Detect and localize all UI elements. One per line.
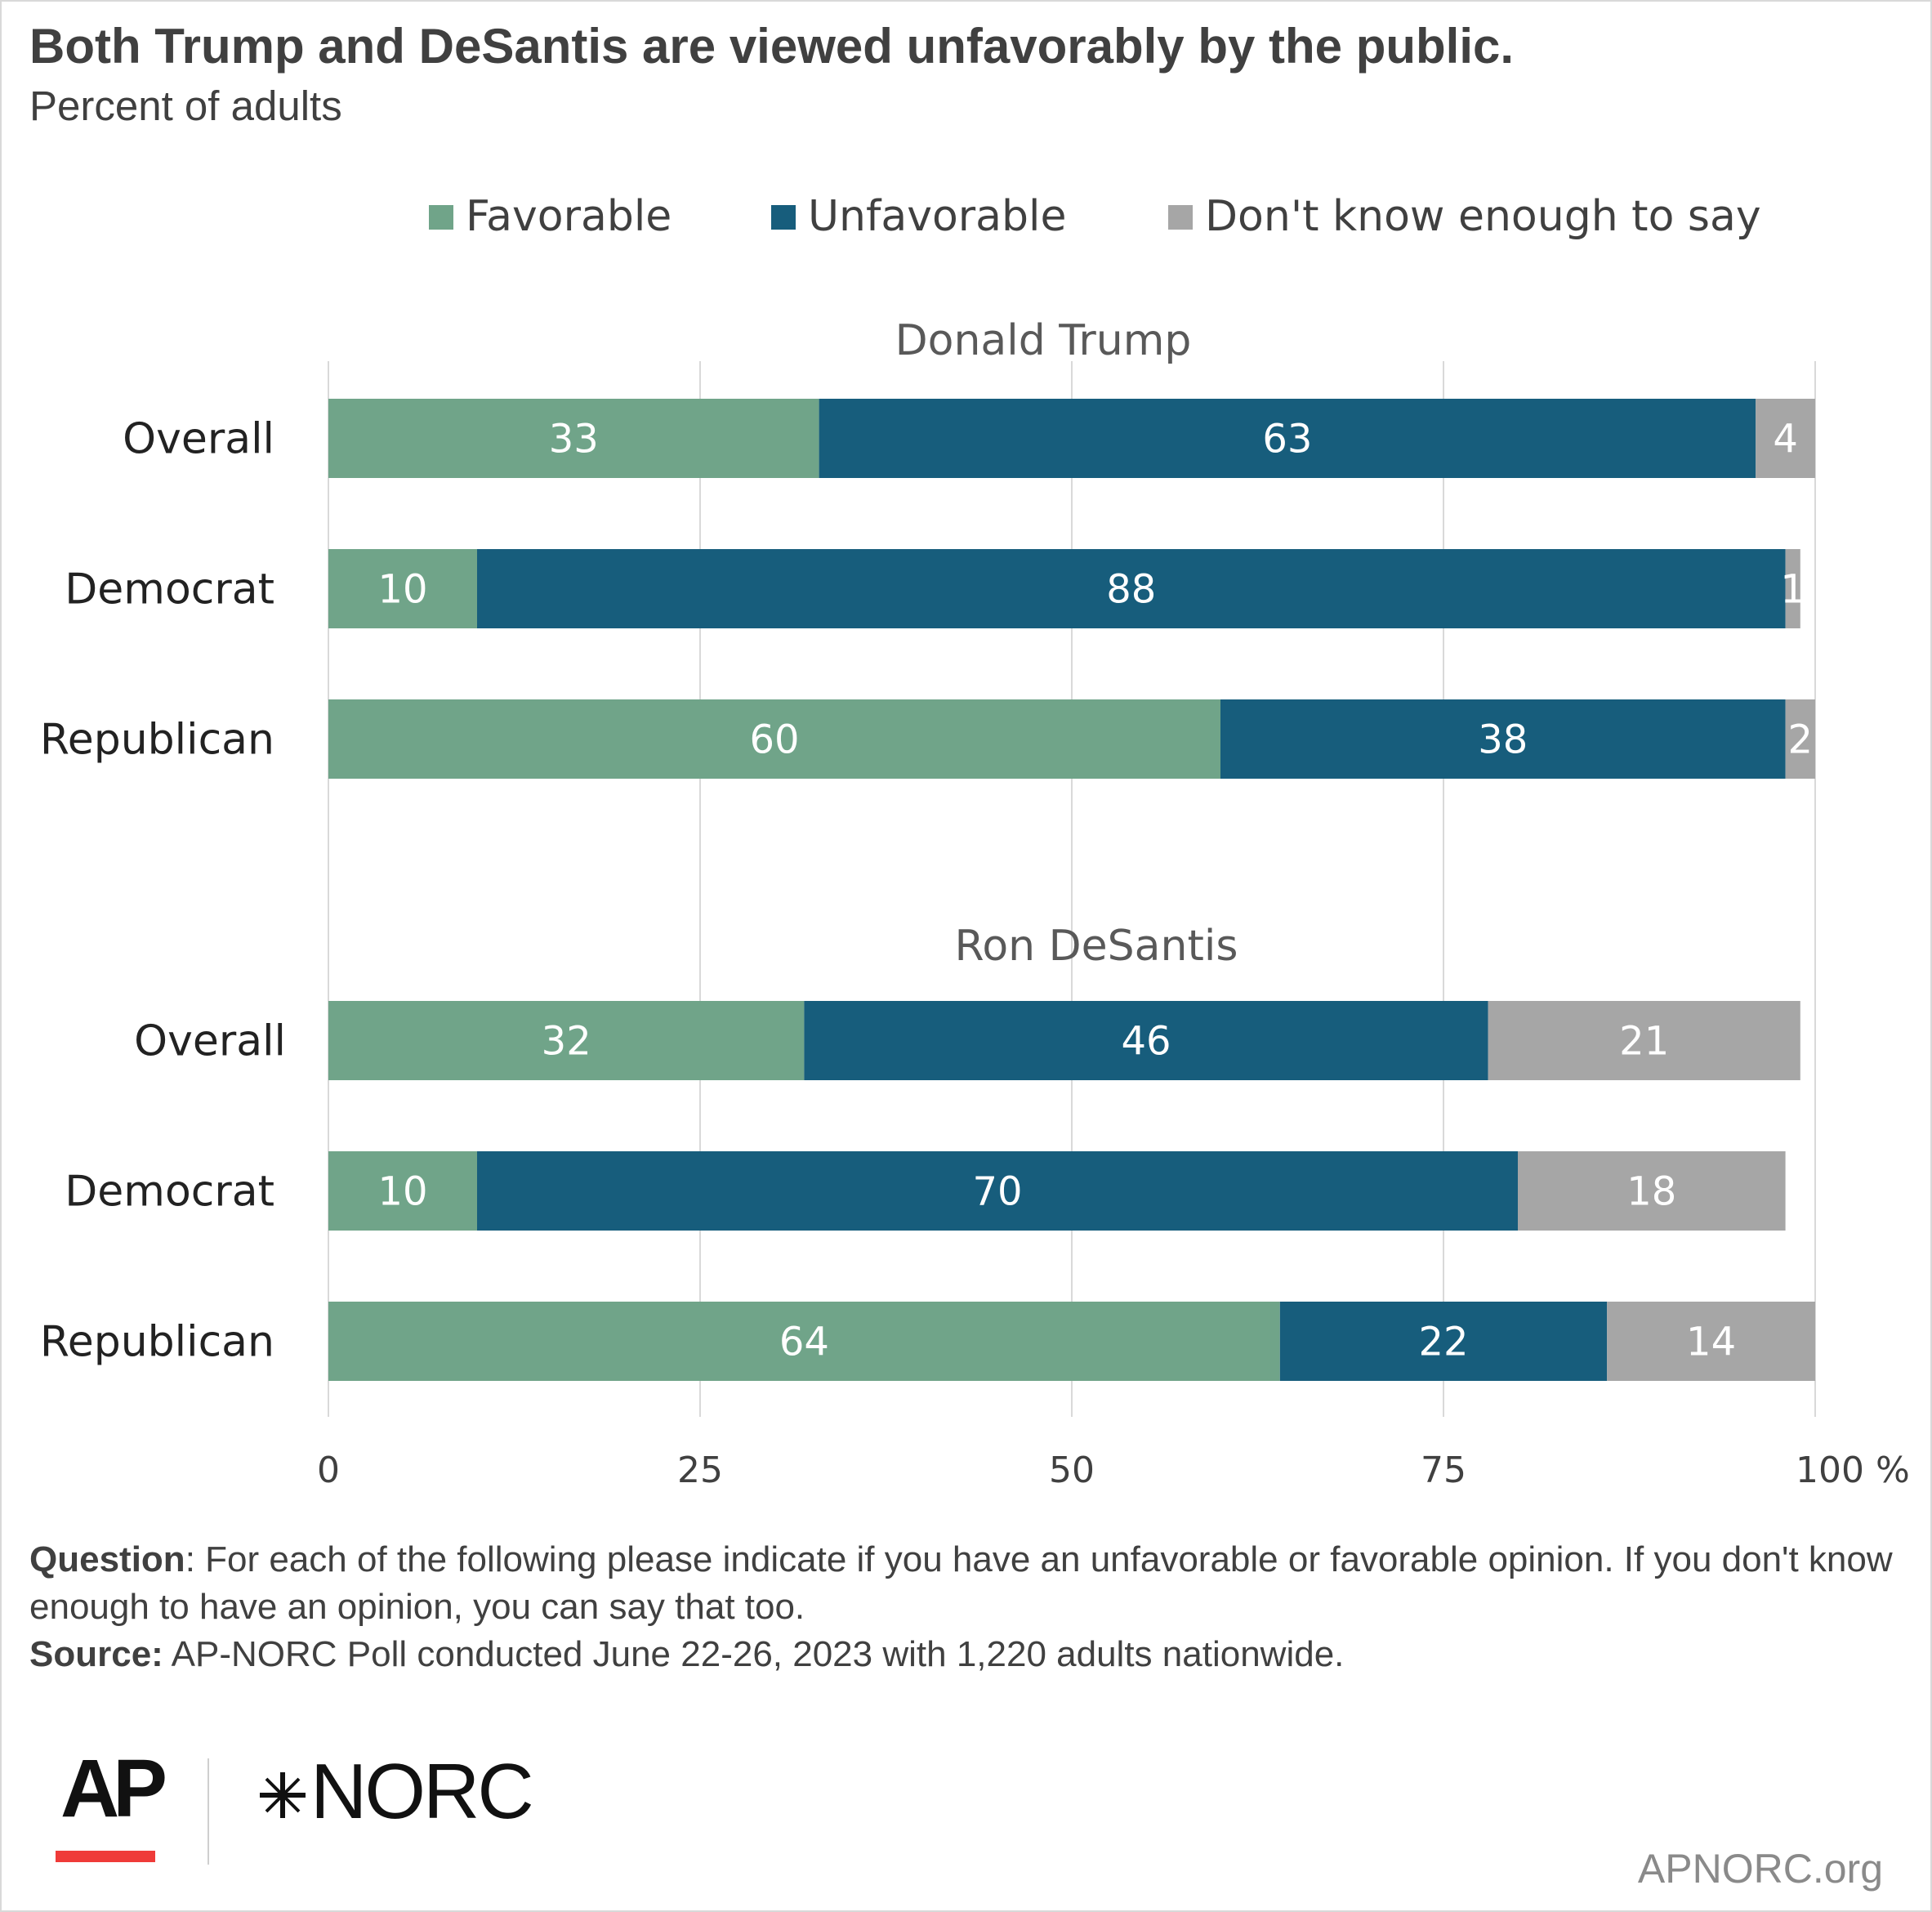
category-label: Republican [40, 1318, 274, 1367]
data-label: 46 [1121, 1019, 1171, 1065]
data-label: 64 [779, 1320, 829, 1365]
question-text: : For each of the following please indic… [29, 1539, 1893, 1627]
data-label: 14 [1686, 1320, 1736, 1365]
category-label: Overall [123, 415, 274, 464]
data-label: 38 [1478, 717, 1528, 763]
category-label: Democrat [65, 1168, 274, 1217]
category-label: Overall [134, 1017, 286, 1066]
x-tick-label: 75 [1421, 1450, 1466, 1491]
bar-segment [328, 699, 1220, 779]
chart-subtitle: Percent of adults [29, 83, 342, 129]
x-tick-label: 100 % [1796, 1450, 1910, 1491]
bar-segment [1756, 399, 1815, 478]
norc-logo-text: NORC [310, 1748, 534, 1835]
bar-segment [819, 399, 1756, 478]
question-label: Question [29, 1539, 185, 1579]
legend-label: Don't know enough to say [1205, 192, 1761, 241]
bar-segment [1279, 1302, 1608, 1381]
category-label: Republican [40, 716, 274, 765]
site-url: APNORC.org [1637, 1846, 1883, 1892]
legend-swatch [1168, 205, 1193, 230]
bar-segment [1785, 699, 1815, 779]
chart-notes: Question: For each of the following plea… [29, 1536, 1900, 1678]
ap-logo-underline [56, 1851, 155, 1862]
data-label: 21 [1619, 1019, 1669, 1065]
data-label: 33 [549, 417, 599, 462]
x-tick-label: 25 [677, 1450, 723, 1491]
norc-logo: NORC [257, 1747, 534, 1837]
legend-label: Unfavorable [808, 192, 1066, 241]
bar-segment [1785, 549, 1800, 628]
stacked-bar-chart: Favorable Unfavorable Don't know enough to… [40, 192, 1910, 1491]
bar-segment [1488, 1001, 1800, 1080]
data-label: 4 [1773, 417, 1798, 462]
panel-title: Ron DeSantis [955, 922, 1238, 971]
bar-segment [328, 399, 819, 478]
bar-segment [328, 1151, 477, 1231]
x-tick-label: 0 [317, 1450, 340, 1491]
legend-swatch [429, 205, 453, 230]
ap-logo: AP [60, 1743, 167, 1834]
logo-divider [207, 1758, 209, 1865]
bar-segment [804, 1001, 1488, 1080]
bar-segment [328, 1001, 805, 1080]
bar-segment [328, 549, 477, 628]
data-label: 10 [377, 1169, 427, 1215]
bar-segment [328, 1302, 1280, 1381]
data-label: 10 [377, 567, 427, 613]
panel-title: Donald Trump [895, 316, 1192, 365]
bar-segment [1518, 1151, 1786, 1231]
bar-segment [1220, 699, 1786, 779]
source-text: AP-NORC Poll conducted June 22-26, 2023 … [163, 1634, 1345, 1674]
legend-label: Favorable [466, 192, 672, 241]
data-label: 70 [972, 1169, 1022, 1215]
chart-title: Both Trump and DeSantis are viewed unfav… [29, 19, 1515, 74]
norc-star-icon [260, 1772, 306, 1818]
data-label: 22 [1418, 1320, 1468, 1365]
category-label: Democrat [65, 565, 274, 614]
data-label: 2 [1788, 717, 1814, 763]
bar-segment [477, 1151, 1518, 1231]
legend-swatch [771, 205, 796, 230]
bar-segment [1607, 1302, 1815, 1381]
data-label: 18 [1626, 1169, 1676, 1215]
data-label: 32 [542, 1019, 591, 1065]
source-label: Source: [29, 1634, 163, 1674]
data-label: 88 [1106, 567, 1156, 613]
data-label: 63 [1262, 417, 1312, 462]
data-label: 60 [749, 717, 799, 763]
bar-segment [477, 549, 1786, 628]
x-tick-label: 50 [1049, 1450, 1095, 1491]
data-label: 1 [1780, 567, 1805, 613]
